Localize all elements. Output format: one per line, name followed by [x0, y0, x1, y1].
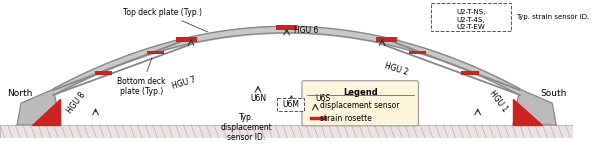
Polygon shape — [513, 89, 556, 125]
FancyBboxPatch shape — [431, 3, 511, 31]
Text: Bottom deck
plate (Typ.): Bottom deck plate (Typ.) — [117, 58, 166, 96]
Polygon shape — [17, 89, 60, 125]
Text: U6N: U6N — [250, 94, 266, 103]
Text: U6S: U6S — [316, 94, 331, 103]
Text: North: North — [7, 89, 32, 98]
Text: Typ. strain sensor ID.: Typ. strain sensor ID. — [510, 14, 589, 20]
Text: HGU 1: HGU 1 — [488, 89, 509, 114]
Text: South: South — [540, 89, 566, 98]
Bar — [376, 37, 397, 42]
Bar — [276, 25, 297, 30]
Polygon shape — [32, 99, 60, 125]
Bar — [147, 51, 164, 54]
Text: U2-T-NS,: U2-T-NS, — [457, 9, 486, 15]
Text: HGU 7: HGU 7 — [170, 75, 196, 90]
Text: strain rosette: strain rosette — [320, 114, 372, 123]
Text: HGU 2: HGU 2 — [383, 62, 409, 77]
Text: HGU 6: HGU 6 — [294, 26, 319, 35]
Bar — [176, 37, 197, 42]
Text: U2-T-EW: U2-T-EW — [457, 24, 485, 30]
Text: U2-T-4S,: U2-T-4S, — [457, 17, 485, 23]
Text: HGU 8: HGU 8 — [65, 91, 88, 116]
FancyBboxPatch shape — [277, 98, 304, 111]
Bar — [461, 71, 479, 75]
Text: displacement sensor: displacement sensor — [320, 101, 400, 110]
FancyBboxPatch shape — [302, 81, 418, 126]
Text: Legend: Legend — [343, 88, 377, 97]
Bar — [0, 125, 573, 138]
Polygon shape — [513, 99, 542, 125]
Text: Top deck plate (Typ.): Top deck plate (Typ.) — [123, 8, 208, 32]
Text: Typ.
displacement
sensor ID.: Typ. displacement sensor ID. — [221, 113, 272, 142]
Text: U6M: U6M — [282, 100, 299, 109]
Bar — [409, 51, 426, 54]
Bar — [95, 71, 112, 75]
